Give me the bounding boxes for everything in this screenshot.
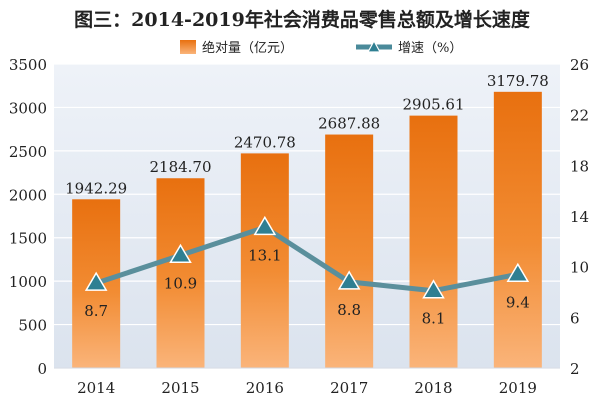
x-tick-label: 2015 — [161, 379, 199, 397]
legend: 绝对量（亿元） 增速（%） — [180, 39, 462, 56]
x-axis: 2014 2015 2016 2017 2018 2019 — [54, 367, 560, 397]
left-tick-label: 0 — [37, 360, 47, 378]
bar-value-label: 2687.88 — [318, 115, 380, 133]
right-tick-label: 14 — [570, 208, 589, 226]
x-tick-label: 2018 — [414, 379, 452, 397]
x-tick-label: 2016 — [246, 379, 284, 397]
left-tick-label: 3000 — [9, 99, 47, 117]
growth-point — [169, 243, 192, 264]
left-tick-label: 1000 — [9, 273, 47, 291]
growth-line: 8.7 10.9 13.1 8.8 8.1 9.4 — [84, 215, 530, 328]
bar-value-label: 2905.61 — [402, 96, 464, 114]
bar-value-labels: 1942.29 2184.70 2470.78 2687.88 2905.61 3179.… — [65, 72, 549, 197]
bar-value-label: 2184.70 — [149, 158, 211, 176]
chart-title: 图三：2014-2019年社会消费品零售总额及增长速度 — [74, 8, 531, 31]
x-tick-label: 2017 — [330, 379, 368, 397]
bar-value-label: 3179.78 — [487, 72, 549, 90]
right-tick-label: 10 — [570, 259, 589, 277]
growth-point — [84, 271, 108, 291]
growth-value-label: 9.4 — [506, 293, 530, 311]
left-tick-label: 3500 — [9, 56, 47, 74]
legend-bar-label: 绝对量（亿元） — [202, 40, 293, 56]
growth-point — [506, 262, 530, 283]
legend-line-marker — [366, 39, 382, 53]
left-tick-label: 500 — [18, 317, 47, 335]
legend-line-label: 增速（%） — [398, 41, 462, 56]
growth-value-label: 13.1 — [248, 246, 281, 264]
bar — [240, 153, 289, 368]
growth-point — [253, 215, 277, 236]
bar — [409, 115, 458, 368]
right-tick-label: 2 — [570, 360, 580, 378]
left-tick-label: 1500 — [9, 230, 47, 248]
right-tick-label: 6 — [570, 309, 580, 327]
x-tick-label: 2014 — [77, 379, 115, 397]
growth-point — [337, 270, 361, 290]
plot-area — [54, 64, 560, 368]
growth-value-label: 8.7 — [84, 302, 108, 320]
right-tick-label: 22 — [570, 107, 589, 125]
right-tick-label: 18 — [570, 157, 589, 175]
x-tick-label: 2019 — [499, 379, 537, 397]
growth-value-label: 8.1 — [422, 310, 446, 328]
growth-line-path — [95, 224, 519, 294]
right-tick-label: 26 — [570, 56, 589, 74]
bar — [493, 91, 542, 369]
left-tick-label: 2000 — [9, 186, 47, 204]
growth-point — [422, 279, 445, 299]
growth-value-label: 10.9 — [164, 274, 197, 292]
bar-value-label: 2470.78 — [234, 133, 296, 151]
bar — [325, 134, 374, 368]
legend-bar-swatch — [180, 40, 196, 54]
left-tick-label: 2500 — [9, 143, 47, 161]
bar — [156, 178, 205, 368]
left-y-axis: 0 500 1000 1500 2000 2500 3000 3500 — [9, 56, 47, 378]
bar-value-label: 1942.29 — [65, 179, 127, 197]
growth-value-label: 8.8 — [337, 301, 361, 319]
